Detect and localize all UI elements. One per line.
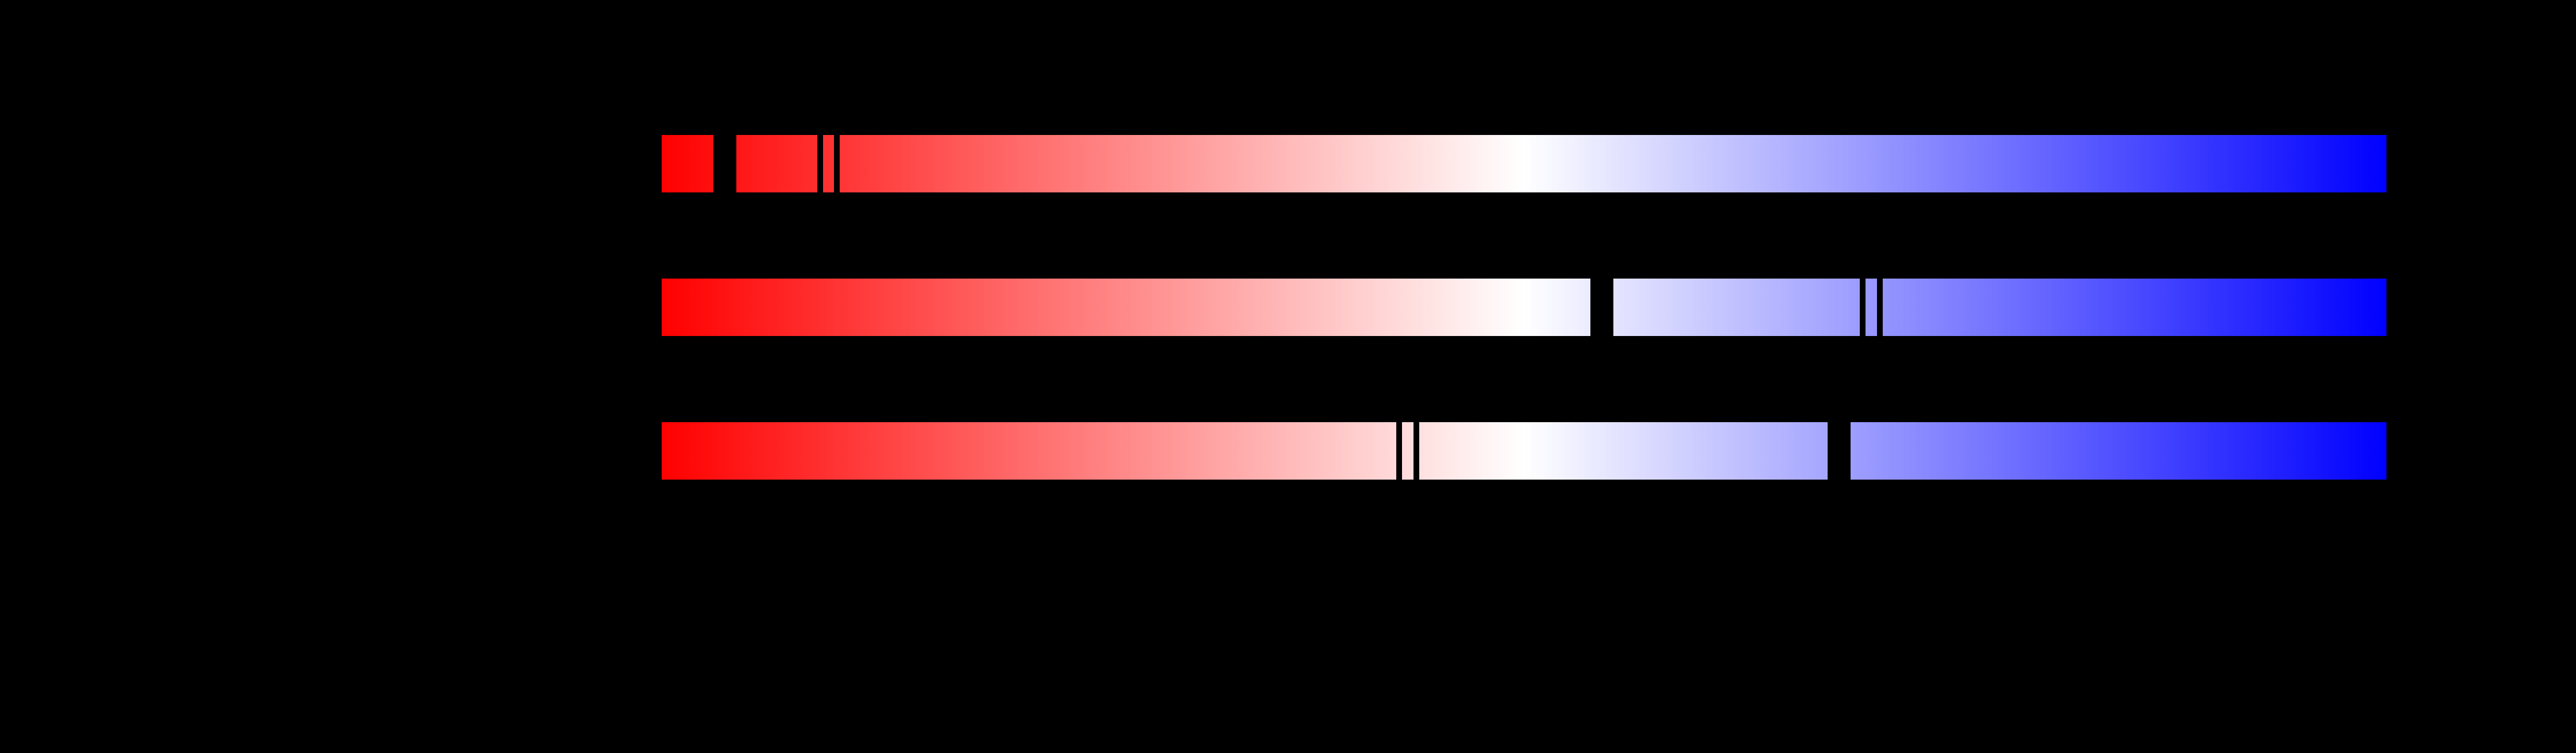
thin-marker-line	[1860, 279, 1866, 336]
thin-marker-line	[1413, 422, 1420, 480]
thin-marker-line	[834, 135, 840, 192]
gradient-bar-3	[662, 422, 2386, 480]
wide-marker-line	[713, 135, 736, 192]
gradient-bar-2	[662, 279, 2386, 336]
wide-marker-line	[1590, 279, 1613, 336]
gradient-bar-1	[662, 135, 2386, 192]
thin-marker-line	[1396, 422, 1403, 480]
thin-marker-line	[1877, 279, 1883, 336]
wide-marker-line	[1827, 422, 1851, 480]
thin-marker-line	[817, 135, 823, 192]
